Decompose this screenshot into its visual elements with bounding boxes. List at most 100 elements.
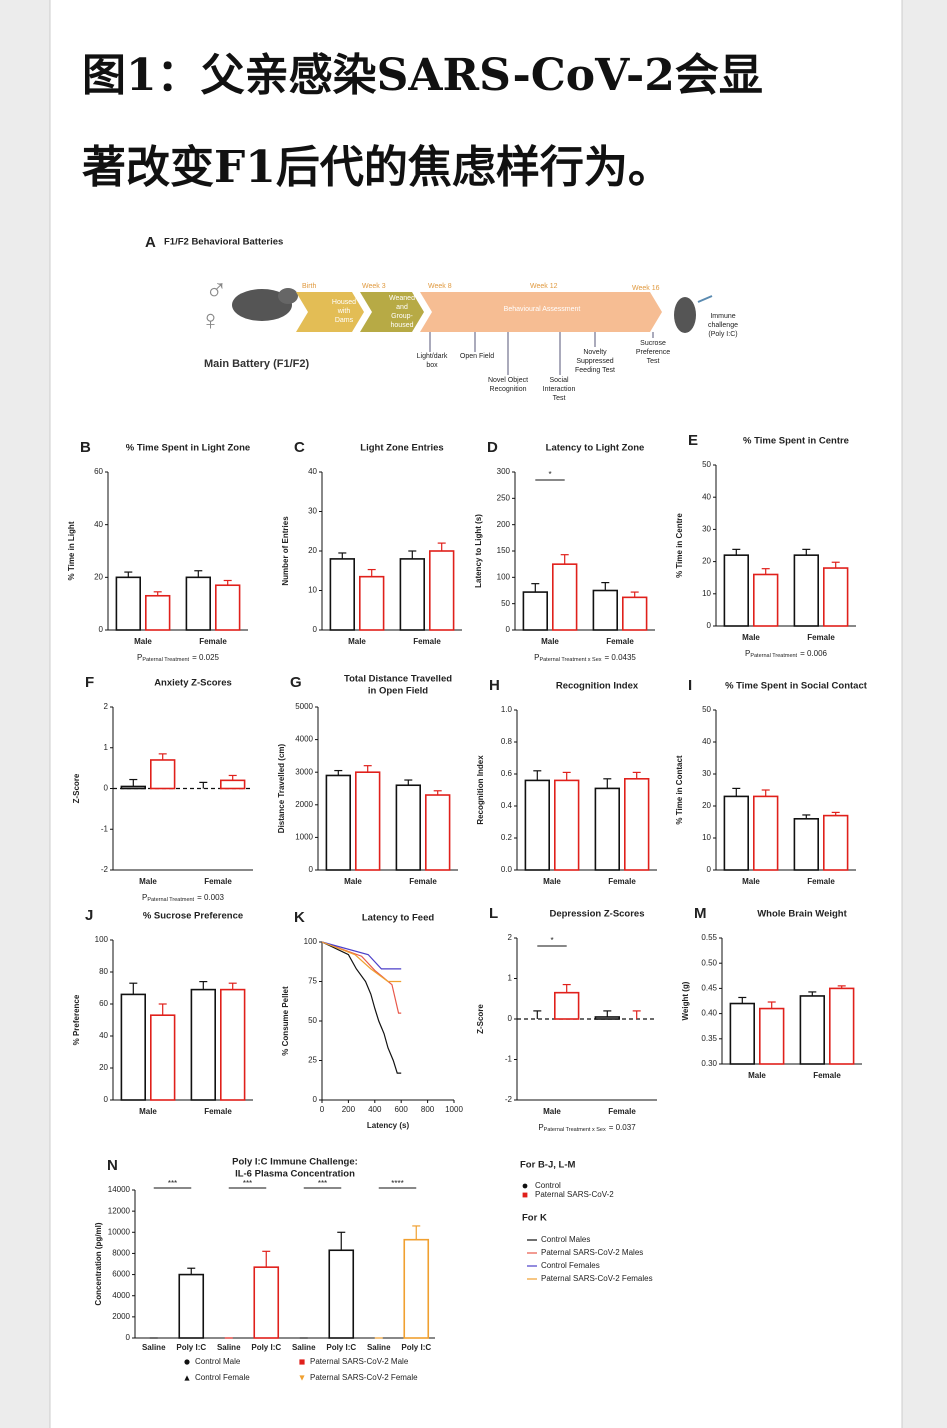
y-tick-label: 10	[308, 586, 317, 595]
x-tick-label: 1000	[445, 1105, 463, 1114]
y-tick-label: 4000	[295, 735, 313, 744]
annotation-part: = 0.006	[800, 649, 827, 658]
x-tick-label: Male	[344, 877, 362, 886]
x-tick-label: Male	[543, 1107, 561, 1116]
y-axis-label: Concentration (pg/ml)	[94, 1222, 103, 1305]
y-axis-label: % Time in Centre	[675, 513, 684, 578]
panel-letter: B	[80, 439, 91, 456]
x-axis-label: Latency (s)	[367, 1121, 410, 1130]
y-axis-label: Z-Score	[72, 773, 81, 803]
y-tick-label: 0.2	[501, 833, 513, 842]
bar	[328, 1249, 355, 1339]
test: Light/dark	[417, 353, 448, 360]
bar	[399, 558, 425, 631]
y-tick-label: 150	[497, 546, 511, 555]
legend-title: For K	[522, 1213, 547, 1224]
test: Recognition	[490, 386, 527, 393]
annotation-part: Paternal Treatment	[142, 657, 189, 663]
x-tick-label: Female	[204, 1107, 232, 1116]
y-tick-label: 2	[104, 702, 109, 711]
x-tick-label: Female	[409, 877, 437, 886]
annotation-part: = 0.003	[197, 893, 224, 902]
x-tick-label: Poly I:C	[401, 1343, 431, 1352]
panel-letter: K	[294, 909, 305, 926]
bar	[358, 575, 385, 631]
bar	[623, 777, 650, 871]
bar	[190, 988, 216, 1101]
test: Novel Object	[488, 377, 528, 384]
y-tick-label: 0.40	[701, 1009, 717, 1018]
panel-title: Recognition Index	[556, 681, 639, 692]
y-tick-label: 100	[304, 937, 318, 946]
legend-marker	[299, 1375, 305, 1381]
bar	[723, 554, 750, 627]
x-tick-label: 600	[395, 1105, 409, 1114]
x-tick-label: Male	[543, 877, 561, 886]
y-tick-label: 0.30	[701, 1059, 717, 1068]
annotation: PPaternal Treatment = 0.003	[142, 893, 225, 903]
mouse	[278, 288, 298, 304]
paper	[50, 0, 902, 1428]
panel-title: Anxiety Z-Scores	[154, 678, 232, 689]
y-tick-label: 300	[497, 467, 511, 476]
y-tick-label: 10	[702, 589, 711, 598]
y-tick-label: 4000	[112, 1291, 130, 1300]
panel-letter: C	[294, 439, 305, 456]
immune: Immune	[710, 313, 735, 320]
x-tick-label: Female	[413, 637, 441, 646]
y-tick-label: 0	[707, 865, 712, 874]
annotation: PPaternal Treatment = 0.025	[137, 653, 220, 663]
annotation-part: P	[137, 653, 142, 662]
annotation-part: = 0.025	[192, 653, 219, 662]
y-tick-label: 20	[94, 572, 103, 581]
y-tick-label: 40	[308, 467, 317, 476]
y-tick-label: 0.35	[701, 1034, 717, 1043]
y-tick-label: 0	[707, 621, 712, 630]
y-tick-label: 0	[126, 1333, 131, 1342]
x-tick-label: Saline	[367, 1343, 391, 1352]
y-tick-label: 6000	[112, 1270, 130, 1279]
y-tick-label: 0	[313, 625, 318, 634]
bar	[253, 1266, 280, 1339]
x-tick-label: Female	[807, 633, 835, 642]
y-axis-label: % Time in Contact	[675, 755, 684, 825]
y-tick-label: 40	[702, 737, 711, 746]
panel-title: % Time Spent in Centre	[743, 436, 849, 447]
x-tick-label: Male	[742, 877, 760, 886]
bar	[621, 596, 648, 631]
bar	[424, 794, 451, 871]
y-tick-label: 50	[501, 599, 510, 608]
annotation-part: P	[534, 653, 539, 662]
y-axis-label: Distance Travelled (cm)	[277, 743, 286, 833]
bar	[115, 576, 142, 631]
y-tick-label: 0.55	[701, 933, 717, 942]
test: Suppressed	[576, 358, 613, 365]
y-tick-label: 0.8	[501, 737, 513, 746]
sig-label: ***	[243, 1179, 252, 1188]
y-axis-label: Weight (g)	[681, 981, 690, 1020]
y-tick-label: 0	[104, 784, 109, 793]
bar	[145, 594, 171, 631]
annotation-part: P	[538, 1123, 543, 1132]
bar	[752, 573, 779, 627]
panel-letter: A	[145, 234, 156, 251]
legend-label: Paternal SARS-CoV-2 Female	[310, 1373, 418, 1382]
test: Preference	[636, 349, 670, 356]
bar	[799, 995, 826, 1065]
panel-title: in Open Field	[368, 686, 428, 697]
annotation-part: Paternal Treatment x Sex	[544, 1127, 606, 1133]
legend-title: For B-J, L-M	[520, 1160, 575, 1171]
y-tick-label: 60	[99, 999, 108, 1008]
bar	[395, 784, 421, 871]
legend-marker	[184, 1375, 190, 1381]
sig-label: *	[548, 470, 551, 479]
y-tick-label: 0	[99, 625, 104, 634]
panel-title: % Time Spent in Light Zone	[126, 443, 250, 454]
mouse	[674, 297, 696, 333]
y-tick-label: 10000	[108, 1227, 131, 1236]
x-tick-label: Female	[606, 637, 634, 646]
x-tick-label: Female	[204, 877, 232, 886]
chevron	[360, 292, 424, 332]
x-tick-label: Saline	[142, 1343, 166, 1352]
y-tick-label: 30	[702, 769, 711, 778]
